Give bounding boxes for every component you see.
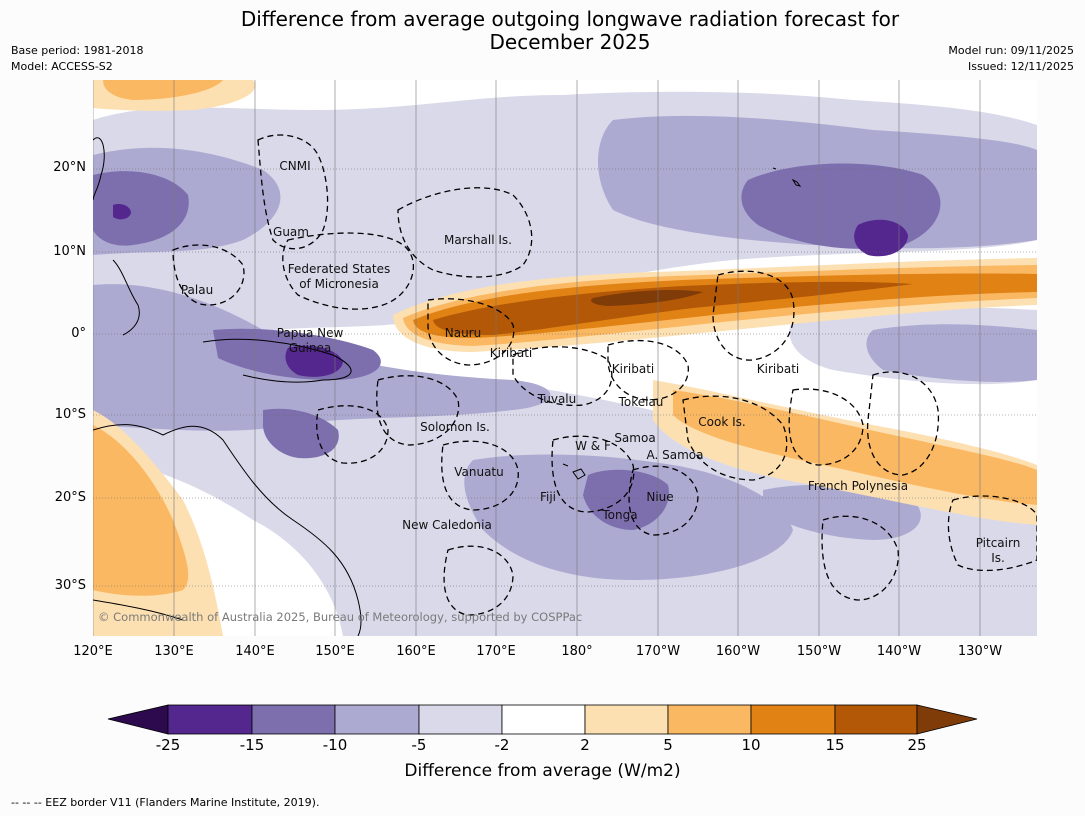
anomaly-map: CNMI Guam Marshall Is. Federated States … [93, 80, 1037, 636]
label-png-line2: Guinea [289, 341, 332, 355]
label-american-samoa: A. Samoa [647, 448, 704, 462]
label-tonga: Tonga [601, 508, 637, 522]
lon-label-150e: 150°E [315, 644, 355, 659]
meta-left: Base period: 1981-2018 Model: ACCESS-S2 [11, 43, 143, 75]
lat-label-10n: 10°N [53, 244, 86, 259]
issued-date: Issued: 12/11/2025 [967, 60, 1074, 73]
lon-label-140e: 140°E [235, 644, 275, 659]
label-guam: Guam [273, 225, 309, 239]
colorbar-tick: -15 [239, 736, 265, 754]
label-kiribati-west: Kiribati [490, 346, 532, 360]
lon-label-170w: 170°W [635, 644, 681, 659]
label-palau: Palau [181, 283, 213, 297]
colorbar-tick: 5 [663, 736, 673, 754]
graticule [93, 80, 1037, 636]
eez-borders [172, 134, 1037, 616]
label-wallis-futuna: W & F [575, 439, 611, 453]
label-fsm-line1: Federated States [288, 262, 390, 276]
colorbar [107, 704, 978, 735]
lon-label-180: 180° [561, 644, 593, 659]
lon-label-140w: 140°W [876, 644, 922, 659]
label-pitcairn-line1: Pitcairn [976, 536, 1021, 550]
place-labels: CNMI Guam Marshall Is. Federated States … [181, 159, 1020, 565]
colorbar-bin-9 [834, 704, 918, 735]
label-solomon-is: Solomon Is. [420, 420, 490, 434]
colorbar-bin-7 [667, 704, 752, 735]
label-kiribati-east: Kiribati [757, 362, 799, 376]
colorbar-tick: -2 [494, 736, 510, 754]
colorbar-bin-3 [334, 704, 420, 735]
colorbar-tick: -10 [322, 736, 348, 754]
lon-label-160e: 160°E [396, 644, 436, 659]
colorbar-bin-5 [501, 704, 586, 735]
model-name: Model: ACCESS-S2 [11, 60, 113, 73]
copyright-notice: © Commonwealth of Australia 2025, Bureau… [98, 610, 582, 624]
lat-label-20s: 20°S [54, 490, 86, 505]
label-cnmi: CNMI [279, 159, 310, 173]
label-tokelau: Tokelau [618, 395, 664, 409]
eez-footnote: -- -- -- EEZ border V11 (Flanders Marine… [11, 796, 320, 809]
colorbar-tick: 15 [825, 736, 845, 754]
base-period: Base period: 1981-2018 [11, 44, 144, 57]
model-run: Model run: 09/11/2025 [948, 44, 1074, 57]
label-fiji: Fiji [540, 490, 556, 504]
lon-label-130w: 130°W [957, 644, 1003, 659]
label-cook-is: Cook Is. [698, 415, 745, 429]
label-pitcairn-line2: Is. [991, 551, 1005, 565]
label-samoa: Samoa [614, 431, 655, 445]
label-tuvalu: Tuvalu [537, 392, 577, 406]
colorbar-bin-1 [167, 704, 253, 735]
label-fsm-line2: of Micronesia [299, 277, 379, 291]
colorbar-tick: 10 [741, 736, 761, 754]
label-vanuatu: Vanuatu [454, 465, 504, 479]
lat-label-0: 0° [71, 326, 86, 341]
label-kiribati-central: Kiribati [612, 362, 654, 376]
label-niue: Niue [646, 490, 673, 504]
label-new-caledonia: New Caledonia [402, 518, 492, 532]
lon-label-130e: 130°E [154, 644, 194, 659]
lon-label-150w: 150°W [796, 644, 842, 659]
colorbar-tick: 25 [907, 736, 927, 754]
lon-label-170e: 170°E [476, 644, 516, 659]
label-french-polynesia: French Polynesia [808, 479, 908, 493]
colorbar-extend-high [916, 704, 978, 735]
colorbar-bin-2 [251, 704, 336, 735]
colorbar-tick: -5 [411, 736, 427, 754]
lat-label-20n: 20°N [53, 160, 86, 175]
label-nauru: Nauru [445, 326, 481, 340]
lat-label-10s: 10°S [54, 407, 86, 422]
coastlines [93, 137, 802, 636]
colorbar-bin-4 [418, 704, 503, 735]
label-png-line1: Papua New [277, 326, 344, 340]
colorbar-bin-6 [584, 704, 669, 735]
colorbar-extend-low [107, 704, 169, 735]
colorbar-tick: -25 [155, 736, 181, 754]
page-title: Difference from average outgoing longwav… [240, 7, 900, 54]
meta-right: Model run: 09/11/2025 Issued: 12/11/2025 [948, 43, 1074, 75]
lon-label-120e: 120°E [73, 644, 113, 659]
lon-label-160w: 160°W [715, 644, 761, 659]
colorbar-title: Difference from average (W/m2) [404, 761, 681, 781]
label-marshall-is: Marshall Is. [444, 233, 512, 247]
lat-label-30s: 30°S [54, 578, 86, 593]
colorbar-tick: 2 [580, 736, 590, 754]
colorbar-bin-8 [750, 704, 836, 735]
anomaly-fill [93, 80, 1037, 636]
